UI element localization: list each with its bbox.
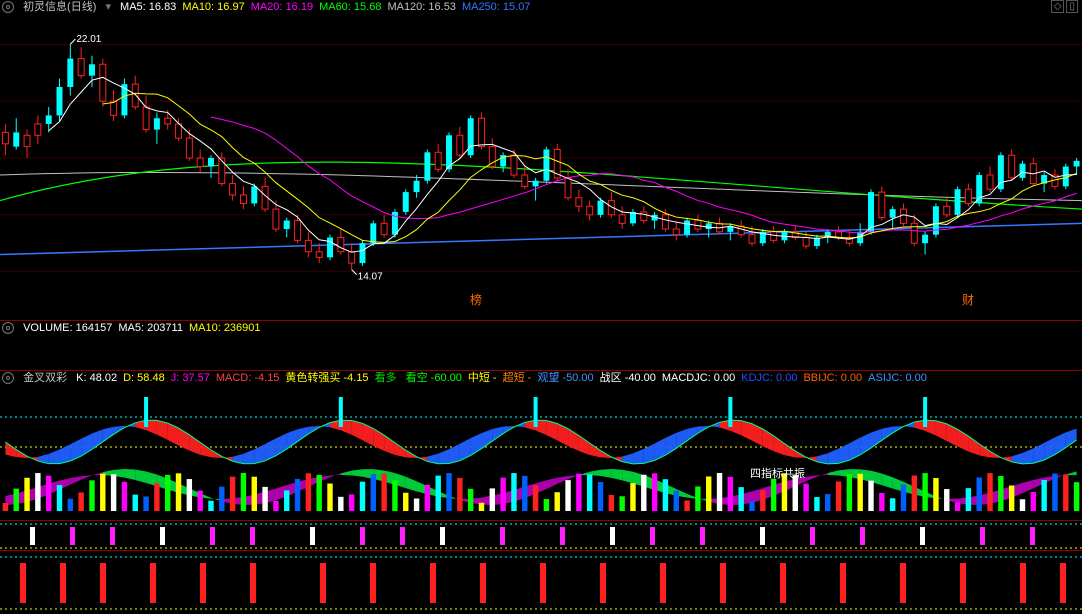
indicator-value: MA10: 16.97 [182,1,244,13]
indicator-value: MA60: 15.68 [319,1,381,13]
diamond-icon[interactable]: ◇ [1051,0,1065,13]
candlestick-chart[interactable]: 22.01 14.07 榜 财 [0,0,1082,320]
svg-text:22.01: 22.01 [76,34,101,45]
indicator-value: MA250: 15.07 [462,1,531,13]
bar-strip-2[interactable] [0,550,1082,614]
indicator-chart[interactable]: 四指标共振 [0,371,1082,520]
main-header: 初灵信息(日线) ▾ MA5: 16.83 MA10: 16.97 MA20: 16… [2,0,1080,14]
indicator-value: D: 58.48 [123,372,165,384]
indicator-value: 观望 -50.00 [537,372,593,384]
indicator-pane[interactable]: 金叉双彩 K: 48.02 D: 58.48 J: 37.57 MACD: -4.15… [0,370,1082,520]
indicator-value: ASIJC: 0.00 [868,372,927,384]
indicator-value: MA120: 16.53 [387,1,456,13]
indicator-value: 看空 -60.00 [406,372,462,384]
indicator-value: VOLUME: 164157 [23,322,112,334]
indicator-value: K: 48.02 [76,372,117,384]
indicator-value: MACD: -4.15 [216,372,280,384]
indicator-value: MA5: 203711 [118,322,183,334]
indicator-value: MACDJC: 0.00 [662,372,735,384]
bar-strip-1[interactable] [0,520,1082,550]
volume-pane[interactable]: VOLUME: 164157 MA5: 203711 MA10: 236901 [0,320,1082,370]
bar2-chart [0,551,1082,614]
main-chart-pane[interactable]: 初灵信息(日线) ▾ MA5: 16.83 MA10: 16.97 MA20: 16… [0,0,1082,320]
indicator-value: 金叉双彩 [23,372,70,384]
volume-header: VOLUME: 164157 MA5: 203711 MA10: 236901 [2,321,1080,335]
svg-text:榜: 榜 [470,292,482,307]
indicator-value: MA5: 16.83 [120,1,176,13]
box-icon[interactable]: ▯ [1066,0,1078,13]
indicator-value: MA10: 236901 [189,322,261,334]
bar1-chart [0,521,1082,550]
indicator-value: BBIJC: 0.00 [803,372,862,384]
gear-icon[interactable] [2,322,14,334]
svg-text:14.07: 14.07 [358,272,383,283]
indicator-value: MA20: 16.19 [251,1,313,13]
svg-text:财: 财 [962,293,974,307]
pane-controls[interactable]: ◇▯ [1049,1,1078,12]
indicator-value: 中短 - [468,372,497,384]
indicator-value: 看多 [375,372,400,384]
gear-icon[interactable] [2,372,14,384]
chevron-down-icon[interactable]: ▾ [105,1,111,13]
indicator-value: J: 37.57 [171,372,210,384]
indicator-value: 黄色转强买 -4.15 [285,372,368,384]
stock-title: 初灵信息(日线) [23,1,96,13]
indicator-value: 战区 -40.00 [600,372,656,384]
indicator-header: 金叉双彩 K: 48.02 D: 58.48 J: 37.57 MACD: -4.15… [2,371,1080,385]
gear-icon[interactable] [2,1,14,13]
indicator-value: 超短 - [503,372,532,384]
svg-text:四指标共振: 四指标共振 [750,466,805,480]
indicator-value: KDJC: 0.00 [741,372,797,384]
